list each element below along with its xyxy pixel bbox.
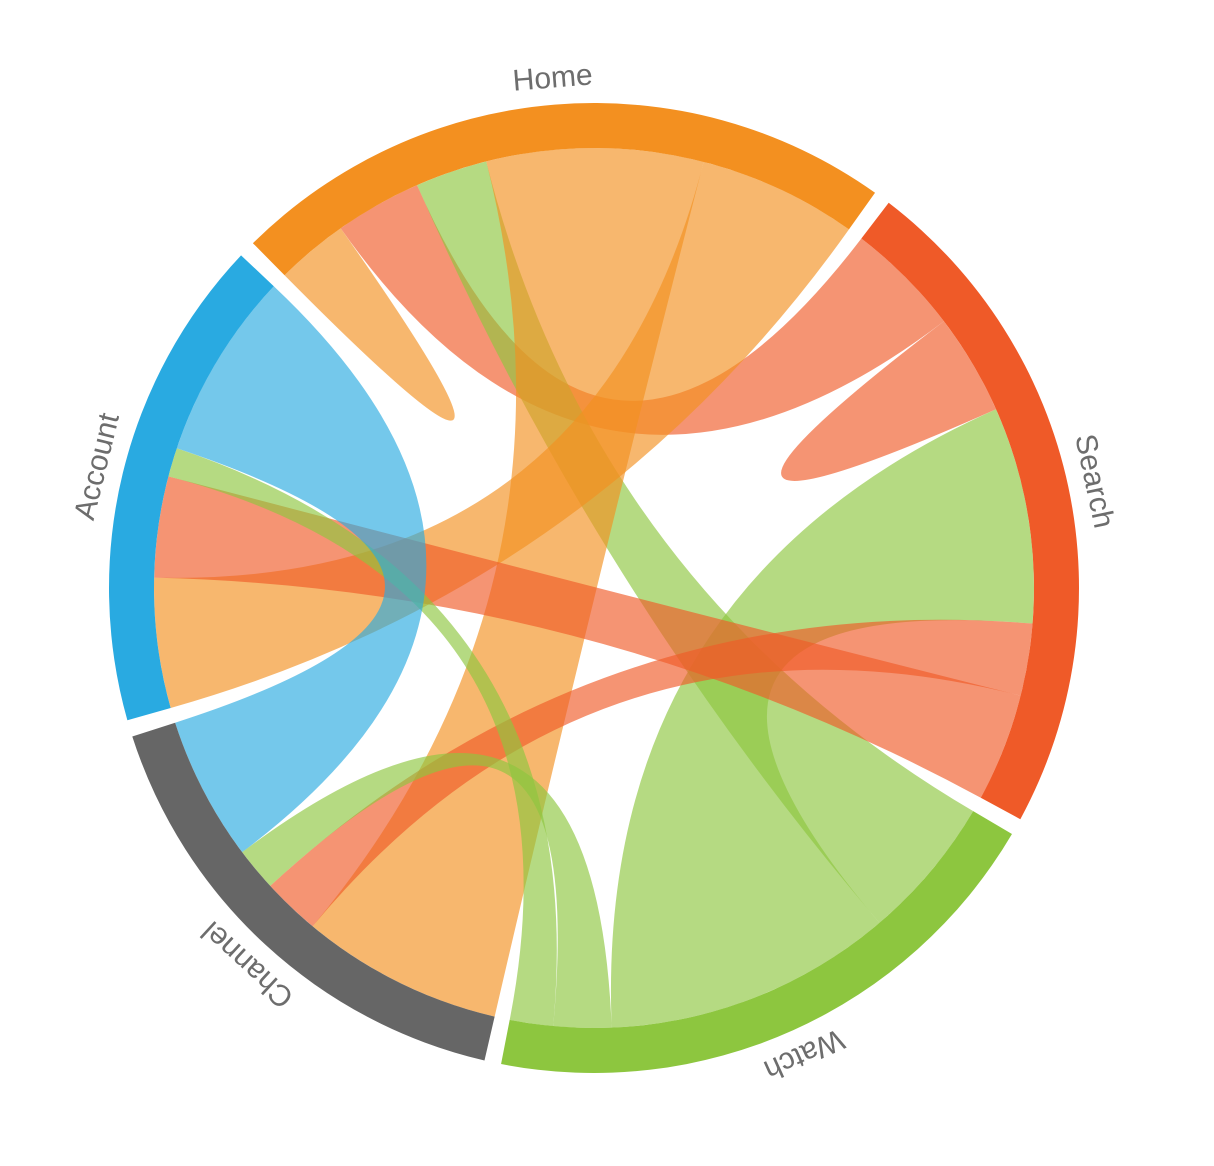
chord-ribbon — [175, 286, 427, 853]
chord-ribbon — [242, 753, 612, 1028]
chord-ribbon — [417, 161, 974, 923]
chord-ribbon — [610, 409, 1034, 1028]
chord-ribbon — [340, 185, 944, 435]
group-label: Home — [511, 58, 593, 97]
chord-ribbon — [284, 228, 455, 421]
group-arc — [132, 722, 495, 1061]
group-label: Search — [1068, 431, 1120, 531]
group-arc — [252, 102, 876, 276]
group-arc — [501, 811, 1012, 1073]
chords — [153, 148, 1034, 1028]
chord-ribbon — [781, 321, 997, 481]
group-arc — [108, 255, 274, 721]
group-arc — [861, 202, 1079, 820]
